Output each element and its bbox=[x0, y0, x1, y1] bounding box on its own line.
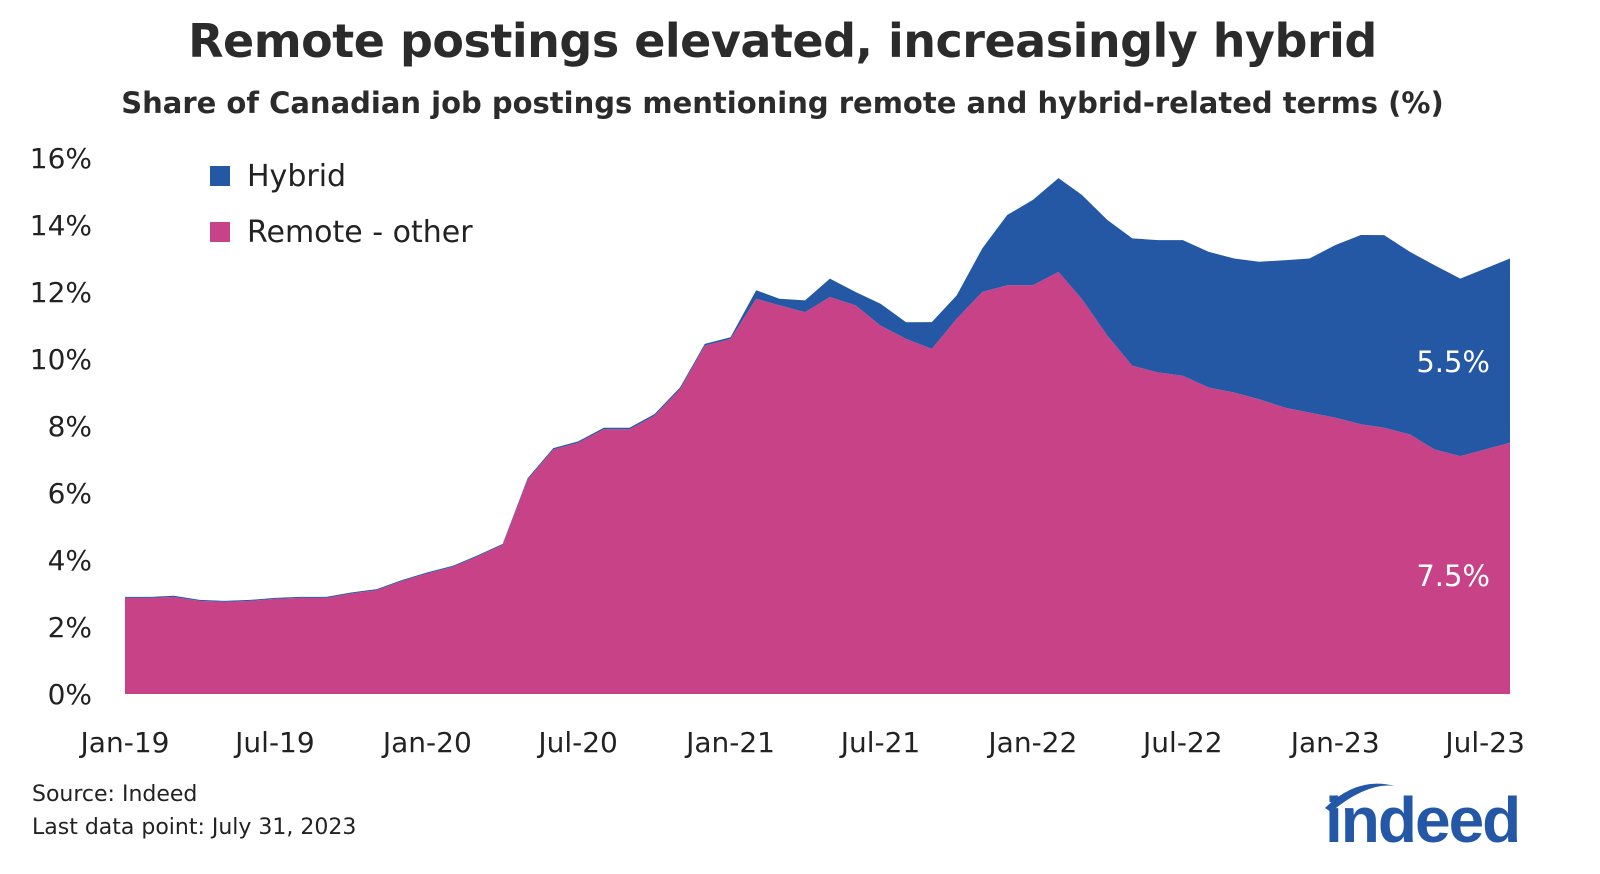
x-tick-label: Jan-22 bbox=[986, 726, 1077, 759]
y-tick-label: 8% bbox=[48, 410, 92, 443]
y-tick-label: 4% bbox=[48, 544, 92, 577]
x-tick-label: Jul-21 bbox=[839, 726, 921, 759]
chart-title: Remote postings elevated, increasingly h… bbox=[188, 14, 1377, 68]
x-tick-label: Jan-21 bbox=[684, 726, 775, 759]
x-tick-label: Jul-19 bbox=[233, 726, 315, 759]
x-tick-label: Jul-23 bbox=[1443, 726, 1525, 759]
x-tick-label: Jan-23 bbox=[1289, 726, 1380, 759]
legend-swatch bbox=[210, 166, 230, 186]
y-tick-label: 16% bbox=[30, 142, 92, 175]
y-tick-label: 12% bbox=[30, 276, 92, 309]
area-remote-other bbox=[125, 271, 1510, 694]
x-tick-label: Jan-20 bbox=[381, 726, 472, 759]
x-tick-label: Jul-22 bbox=[1141, 726, 1223, 759]
legend-label: Hybrid bbox=[247, 159, 346, 194]
y-tick-label: 0% bbox=[48, 678, 92, 711]
y-tick-label: 14% bbox=[30, 209, 92, 242]
source-note: Source: Indeed bbox=[32, 782, 198, 807]
legend-swatch bbox=[210, 222, 230, 242]
area-hybrid bbox=[125, 178, 1510, 602]
data-label: 5.5% bbox=[1416, 345, 1490, 379]
data-label: 7.5% bbox=[1416, 559, 1490, 593]
y-tick-label: 6% bbox=[48, 477, 92, 510]
x-tick-label: Jul-20 bbox=[536, 726, 618, 759]
y-tick-label: 2% bbox=[48, 611, 92, 644]
svg-text:indeed: indeed bbox=[1325, 784, 1519, 850]
chart-subtitle: Share of Canadian job postings mentionin… bbox=[121, 86, 1444, 120]
legend-label: Remote - other bbox=[247, 215, 473, 250]
y-tick-label: 10% bbox=[30, 343, 92, 376]
last-data-point-note: Last data point: July 31, 2023 bbox=[32, 815, 357, 840]
indeed-logo: indeed bbox=[1325, 783, 1521, 850]
x-tick-label: Jan-19 bbox=[79, 726, 170, 759]
